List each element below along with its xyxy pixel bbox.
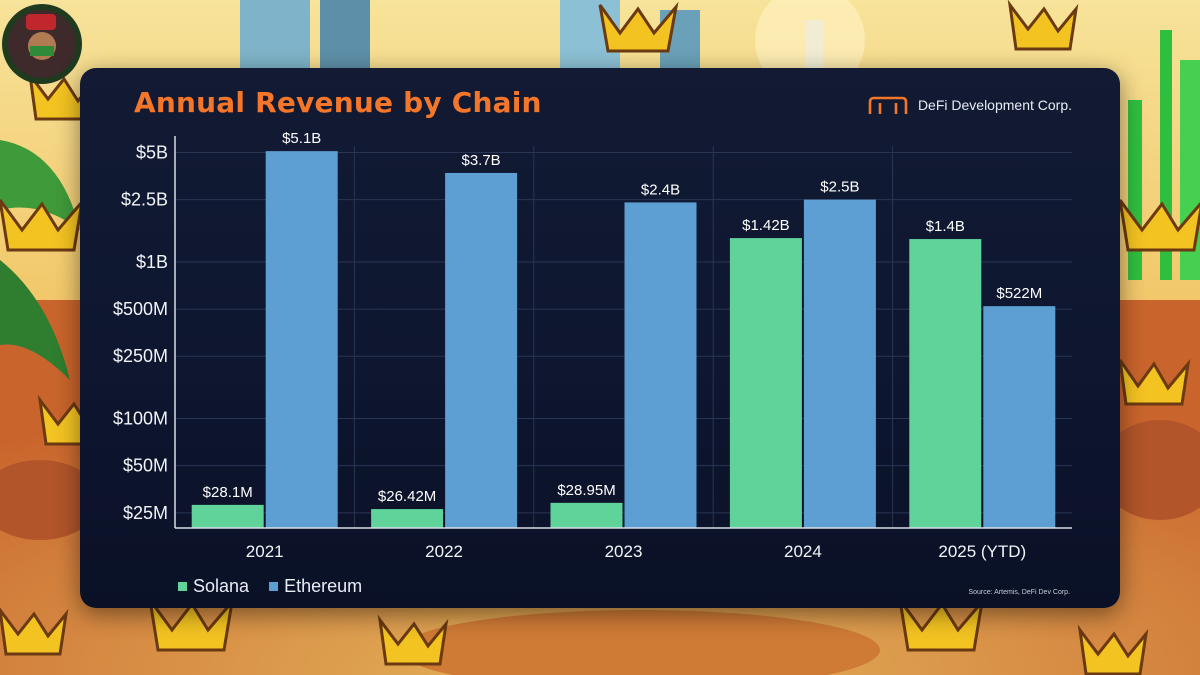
legend-label-solana: Solana (193, 576, 250, 596)
legend-label-ethereum: Ethereum (284, 576, 363, 596)
chart-title: Annual Revenue by Chain (134, 86, 542, 119)
x-tick-label: 2023 (605, 542, 643, 561)
y-tick-label: $500M (113, 299, 168, 319)
chart-card: $28.1M $5.1B $26.42M $3.7B $28.95M $2.4B $1.42… (80, 68, 1120, 608)
legend-swatch-ethereum (269, 582, 279, 591)
bar-solana-2024 (729, 238, 802, 528)
bar-chart: $28.1M $5.1B $26.42M $3.7B $28.95M $2.4B $1.42… (113, 130, 1072, 561)
y-tick-label: $2.5B (121, 190, 168, 210)
x-tick-label: 2025 (YTD) (938, 542, 1026, 561)
legend-item-solana: Solana (178, 576, 249, 597)
data-label: $28.1M (203, 484, 253, 501)
y-tick-label: $100M (113, 409, 168, 429)
data-label: $1.4B (926, 218, 965, 235)
bar-ethereum-2022 (445, 172, 518, 528)
bar-solana-2025-ytd- (909, 239, 982, 529)
y-tick-label: $25M (123, 503, 168, 523)
chart-legend: Solana Ethereum (178, 576, 362, 597)
data-label: $2.5B (820, 179, 859, 196)
data-label: $3.7B (461, 152, 500, 169)
x-tick-label: 2021 (246, 542, 284, 561)
bar-ethereum-2024 (803, 199, 876, 528)
y-tick-label: $5B (136, 142, 168, 162)
bar-ethereum-2023 (624, 202, 697, 529)
bar-solana-2022 (371, 509, 444, 528)
data-label: $5.1B (282, 130, 321, 147)
legend-swatch-solana (178, 582, 187, 591)
data-label: $26.42M (378, 488, 436, 505)
defi-logo-icon (868, 96, 908, 114)
bar-solana-2021 (191, 504, 264, 528)
x-tick-label: 2024 (784, 542, 822, 561)
data-label: $1.42B (742, 217, 790, 234)
brand-name: DeFi Development Corp. (917, 97, 1072, 113)
brand: DeFi Development Corp. (868, 94, 1072, 116)
bar-ethereum-2025-ytd- (983, 306, 1056, 528)
y-tick-label: $250M (113, 346, 168, 366)
source-note: Source: Artemis, DeFi Dev Corp. (968, 589, 1070, 596)
avatar (2, 4, 82, 84)
y-tick-label: $1B (136, 252, 168, 272)
data-label: $522M (996, 285, 1042, 302)
x-tick-label: 2022 (425, 542, 463, 561)
legend-item-ethereum: Ethereum (269, 576, 362, 597)
data-label: $28.95M (557, 482, 615, 499)
y-tick-label: $50M (123, 456, 168, 476)
bar-ethereum-2021 (265, 151, 338, 528)
data-label: $2.4B (641, 181, 680, 198)
bar-solana-2023 (550, 502, 623, 528)
